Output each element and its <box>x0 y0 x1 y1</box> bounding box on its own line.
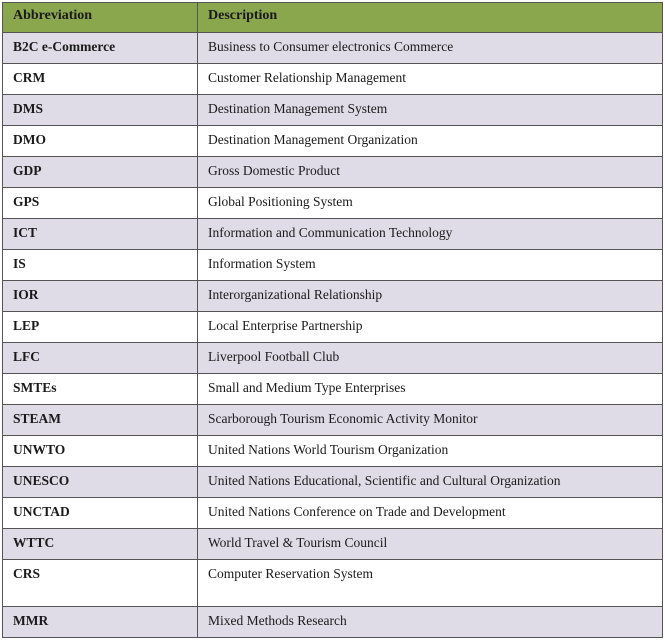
table-row: GDPGross Domestic Product <box>3 157 663 188</box>
cell-abbreviation: UNESCO <box>3 467 198 498</box>
cell-description: United Nations World Tourism Organizatio… <box>198 436 663 467</box>
cell-abbreviation: GPS <box>3 188 198 219</box>
cell-description: Destination Management Organization <box>198 126 663 157</box>
table-row: CRMCustomer Relationship Management <box>3 64 663 95</box>
cell-abbreviation: IS <box>3 250 198 281</box>
table-row: ICTInformation and Communication Technol… <box>3 219 663 250</box>
table-row: DMSDestination Management System <box>3 95 663 126</box>
cell-description: Scarborough Tourism Economic Activity Mo… <box>198 405 663 436</box>
cell-description: Computer Reservation System <box>198 560 663 607</box>
cell-abbreviation: LFC <box>3 343 198 374</box>
abbreviations-table: Abbreviation Description B2C e-CommerceB… <box>2 2 663 638</box>
cell-description: United Nations Conference on Trade and D… <box>198 498 663 529</box>
cell-abbreviation: B2C e-Commerce <box>3 33 198 64</box>
cell-description: Gross Domestic Product <box>198 157 663 188</box>
cell-abbreviation: ICT <box>3 219 198 250</box>
table-row: CRSComputer Reservation System <box>3 560 663 607</box>
cell-description: Interorganizational Relationship <box>198 281 663 312</box>
cell-description: Liverpool Football Club <box>198 343 663 374</box>
table-header-row: Abbreviation Description <box>3 3 663 33</box>
cell-abbreviation: GDP <box>3 157 198 188</box>
table-row: STEAMScarborough Tourism Economic Activi… <box>3 405 663 436</box>
table-row: UNWTOUnited Nations World Tourism Organi… <box>3 436 663 467</box>
cell-abbreviation: IOR <box>3 281 198 312</box>
table-row: ISInformation System <box>3 250 663 281</box>
cell-abbreviation: UNCTAD <box>3 498 198 529</box>
cell-description: Local Enterprise Partnership <box>198 312 663 343</box>
table-row: DMODestination Management Organization <box>3 126 663 157</box>
cell-abbreviation: CRM <box>3 64 198 95</box>
cell-description: Small and Medium Type Enterprises <box>198 374 663 405</box>
header-abbreviation: Abbreviation <box>3 3 198 33</box>
table-row: WTTCWorld Travel & Tourism Council <box>3 529 663 560</box>
table-body: B2C e-CommerceBusiness to Consumer elect… <box>3 33 663 638</box>
cell-description: Information and Communication Technology <box>198 219 663 250</box>
cell-abbreviation: STEAM <box>3 405 198 436</box>
cell-description: Information System <box>198 250 663 281</box>
cell-abbreviation: LEP <box>3 312 198 343</box>
cell-description: World Travel & Tourism Council <box>198 529 663 560</box>
cell-abbreviation: CRS <box>3 560 198 607</box>
cell-abbreviation: WTTC <box>3 529 198 560</box>
table-row: MMRMixed Methods Research <box>3 607 663 638</box>
cell-description: Business to Consumer electronics Commerc… <box>198 33 663 64</box>
cell-abbreviation: UNWTO <box>3 436 198 467</box>
cell-description: Destination Management System <box>198 95 663 126</box>
table-row: B2C e-CommerceBusiness to Consumer elect… <box>3 33 663 64</box>
cell-abbreviation: MMR <box>3 607 198 638</box>
cell-description: Global Positioning System <box>198 188 663 219</box>
cell-abbreviation: DMS <box>3 95 198 126</box>
cell-abbreviation: SMTEs <box>3 374 198 405</box>
table-row: IORInterorganizational Relationship <box>3 281 663 312</box>
header-description: Description <box>198 3 663 33</box>
cell-description: Mixed Methods Research <box>198 607 663 638</box>
table-row: GPSGlobal Positioning System <box>3 188 663 219</box>
table-row: UNCTADUnited Nations Conference on Trade… <box>3 498 663 529</box>
cell-description: Customer Relationship Management <box>198 64 663 95</box>
cell-abbreviation: DMO <box>3 126 198 157</box>
table-row: SMTEsSmall and Medium Type Enterprises <box>3 374 663 405</box>
cell-description: United Nations Educational, Scientific a… <box>198 467 663 498</box>
table-row: UNESCOUnited Nations Educational, Scient… <box>3 467 663 498</box>
table-row: LFCLiverpool Football Club <box>3 343 663 374</box>
table-row: LEPLocal Enterprise Partnership <box>3 312 663 343</box>
